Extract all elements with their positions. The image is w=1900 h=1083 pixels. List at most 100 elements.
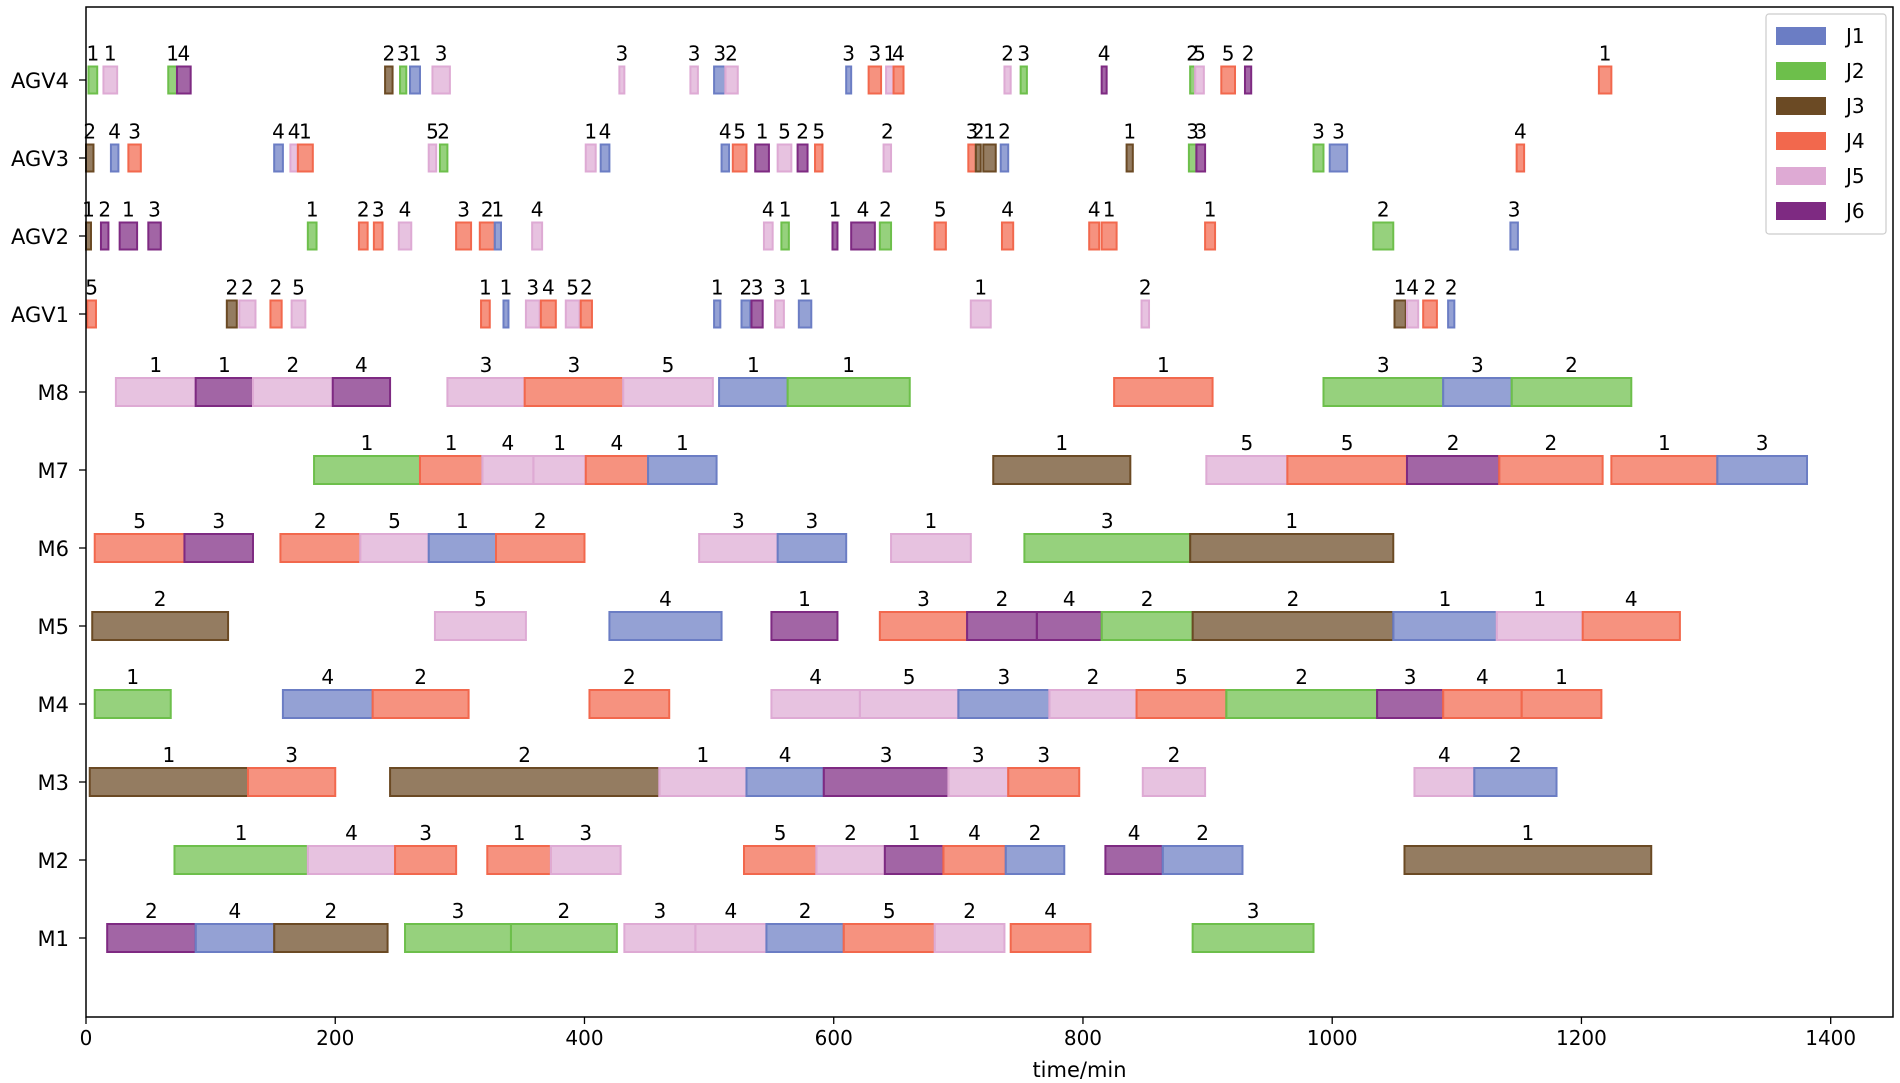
- bar-label-agv4-193: 2: [1242, 42, 1255, 66]
- bar-m3-j4-32: [1007, 767, 1081, 797]
- bar-agv1-j1-119: [1447, 299, 1456, 329]
- row-label-agv1: AGV1: [11, 303, 69, 327]
- bar-agv3-j3-163: [982, 143, 997, 173]
- bar-agv2-j5-132: [762, 221, 774, 251]
- bar-m7-j2-72: [313, 455, 421, 485]
- bar-label-agv2-134: 1: [829, 198, 842, 222]
- bar-agv3-j1-147: [273, 143, 284, 173]
- bar-m5-j6-52: [770, 611, 839, 641]
- bar-label-m4-45: 2: [1295, 665, 1308, 689]
- bar-label-m2-22: 4: [1128, 821, 1141, 845]
- axes-layer: 0 200 400 600 800 1000 1200 1400 M1 M2 M3 M4 M5 M6 M7 M…: [11, 6, 1894, 1082]
- bar-label-m7-73: 1: [445, 431, 458, 455]
- bar-label-m4-43: 2: [1087, 665, 1100, 689]
- bar-m5-j3-57: [1191, 611, 1395, 641]
- bar-label-m1-2: 2: [325, 899, 338, 923]
- bar-label-m1-3: 3: [452, 899, 465, 923]
- row-label-m3: M3: [38, 771, 69, 795]
- legend-label-j6: J6: [1844, 199, 1865, 223]
- bar-label-agv4-183: 3: [842, 42, 855, 66]
- x-tick-label-400: 400: [565, 1026, 603, 1050]
- bar-label-agv4-190: 2: [1186, 42, 1199, 66]
- bar-agv4-j1-183: [845, 65, 853, 95]
- bar-agv1-j5-100: [238, 299, 257, 329]
- bar-m8-j2-97: [1510, 377, 1633, 407]
- bar-m7-j4-82: [1498, 455, 1604, 485]
- bar-agv2-j6-122: [118, 221, 139, 251]
- bar-m1-j4-8: [842, 923, 936, 953]
- bar-label-agv4-185: 1: [883, 42, 896, 66]
- bar-label-agv4-179: 3: [616, 42, 629, 66]
- bar-label-agv3-150: 5: [426, 120, 439, 144]
- bar-label-agv4-175: 2: [382, 42, 395, 66]
- legend-swatch-j1: [1776, 27, 1826, 45]
- bar-m8-j4-94: [1113, 377, 1214, 407]
- bar-label-agv3-168: 3: [1312, 120, 1325, 144]
- bar-label-agv3-160: 2: [881, 120, 894, 144]
- legend: J1 J2 J3 J4 J5 J6: [1765, 13, 1887, 235]
- bar-agv3-j4-146: [127, 143, 142, 173]
- bar-label-m6-64: 5: [388, 509, 401, 533]
- bar-m2-j4-20: [942, 845, 1007, 875]
- bar-label-m6-70: 3: [1101, 509, 1114, 533]
- bar-m7-j1-77: [647, 455, 718, 485]
- bar-m4-j1-42: [957, 689, 1051, 719]
- bar-agv4-j4-184: [867, 65, 883, 95]
- legend-label-j3: J3: [1844, 94, 1865, 118]
- bar-m1-j4-10: [1009, 923, 1092, 953]
- bar-agv4-j2-171: [87, 65, 99, 95]
- bar-m6-j6-62: [183, 533, 254, 563]
- bar-m8-j1-92: [718, 377, 789, 407]
- bar-agv4-j1-181: [713, 65, 727, 95]
- bar-agv2-j6-121: [99, 221, 110, 251]
- bar-m3-j1-35: [1473, 767, 1558, 797]
- bar-label-m3-34: 4: [1438, 743, 1451, 767]
- bar-agv2-j6-134: [831, 221, 839, 251]
- bar-agv2-j2-133: [780, 221, 790, 251]
- bar-agv1-j5-117: [1405, 299, 1420, 329]
- bar-label-agv4-178: 3: [435, 42, 448, 66]
- legend-swatch-j6: [1776, 202, 1826, 220]
- bar-m6-j4-63: [279, 533, 362, 563]
- bar-agv1-j5-105: [524, 299, 541, 329]
- x-tick-label-1200: 1200: [1556, 1026, 1607, 1050]
- bar-agv2-j4-126: [372, 221, 384, 251]
- row-label-m8: M8: [38, 381, 69, 405]
- bar-agv3-j5-148: [289, 143, 299, 173]
- bar-m6-j2-70: [1023, 533, 1192, 563]
- bar-m5-j1-58: [1392, 611, 1498, 641]
- bar-agv4-j6-174: [175, 65, 192, 95]
- x-tick-label-600: 600: [815, 1026, 853, 1050]
- bar-label-m8-95: 3: [1377, 353, 1390, 377]
- bar-label-agv2-120: 1: [82, 198, 95, 222]
- bar-label-m7-78: 1: [1055, 431, 1068, 455]
- bar-agv3-j5-157: [776, 143, 793, 173]
- bar-agv2-j6-123: [147, 221, 162, 251]
- bar-label-agv3-158: 2: [796, 120, 809, 144]
- bar-label-agv1-103: 1: [479, 276, 492, 300]
- bar-label-agv2-124: 1: [306, 198, 319, 222]
- x-tick-label-1400: 1400: [1805, 1026, 1856, 1050]
- bar-m2-j3-24: [1403, 845, 1653, 875]
- bar-label-m3-27: 2: [518, 743, 531, 767]
- bar-agv4-j1-177: [409, 65, 421, 95]
- bar-label-m1-5: 3: [654, 899, 667, 923]
- bar-label-agv4-181: 3: [713, 42, 726, 66]
- bar-label-m3-26: 3: [285, 743, 298, 767]
- bar-agv4-j5-191: [1194, 65, 1205, 95]
- bar-agv1-j5-102: [290, 299, 307, 329]
- bar-m6-j1-68: [776, 533, 848, 563]
- bar-agv4-j5-172: [102, 65, 119, 95]
- bar-agv3-j6-158: [796, 143, 809, 173]
- bar-agv2-j4-137: [933, 221, 947, 251]
- bar-agv4-j5-185: [885, 65, 895, 95]
- bar-label-agv1-104: 1: [500, 276, 513, 300]
- bar-label-agv4-182: 2: [725, 42, 738, 66]
- bar-m3-j5-33: [1141, 767, 1207, 797]
- bar-label-agv3-154: 4: [719, 120, 732, 144]
- bar-agv3-j6-167: [1195, 143, 1207, 173]
- bar-agv1-j3-116: [1393, 299, 1407, 329]
- bar-m2-j5-16: [549, 845, 622, 875]
- bar-label-m7-81: 2: [1447, 431, 1460, 455]
- bar-label-agv1-105: 3: [526, 276, 539, 300]
